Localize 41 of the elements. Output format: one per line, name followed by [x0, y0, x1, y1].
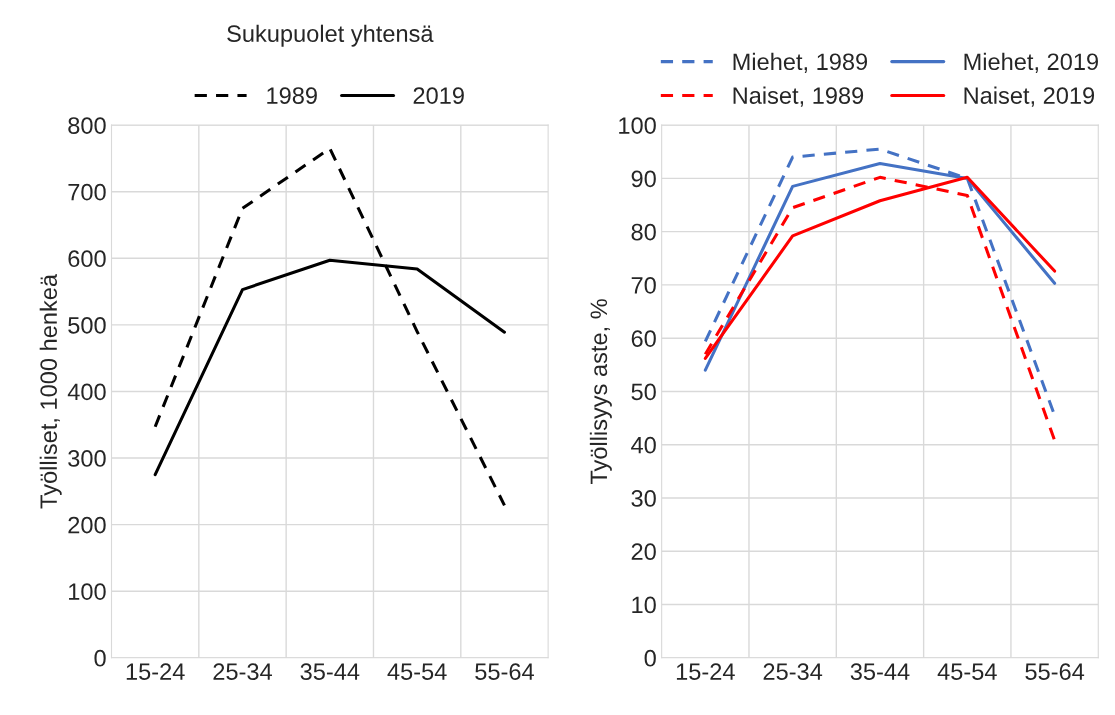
y-tick-label: 100: [69, 583, 106, 600]
x-tick-label: 55-64: [475, 663, 534, 680]
y-tick-label: 100: [619, 117, 656, 134]
y-tick-label: 80: [631, 223, 656, 241]
y-tick-label: 20: [631, 543, 656, 561]
chart-title: Sukupuolet yhtensä: [227, 24, 434, 47]
legend-label: 1989: [267, 87, 317, 104]
legend-label: 2019: [413, 87, 464, 104]
y-tick-label: 60: [631, 330, 656, 347]
y-tick-label: 30: [631, 490, 656, 507]
y-tick-label: 70: [631, 277, 656, 294]
legend-label: Naiset, 2019: [964, 86, 1095, 107]
x-tick-label: 15-24: [676, 663, 735, 680]
x-tick-label: 45-54: [387, 663, 447, 680]
legend-label: Naiset, 1989: [733, 86, 864, 107]
legend-label: Miehet, 1989: [733, 52, 868, 73]
x-tick-label: 35-44: [300, 663, 360, 680]
line-series: [153, 146, 506, 507]
y-tick-label: 400: [67, 383, 106, 401]
y-tick-label: 0: [644, 649, 656, 667]
x-tick-label: 35-44: [850, 663, 910, 680]
y-tick-label: 700: [68, 183, 106, 201]
y-axis-title: Työlliset, 1000 henkeä: [39, 273, 62, 509]
x-tick-label: 25-34: [213, 663, 272, 680]
y-tick-label: 800: [68, 117, 106, 134]
y-tick-label: 40: [631, 436, 656, 454]
y-tick-label: 90: [631, 170, 656, 188]
x-tick-label: 55-64: [1025, 663, 1085, 680]
x-tick-label: 25-34: [763, 663, 823, 680]
x-tick-label: 45-54: [937, 663, 997, 680]
y-tick-label: 50: [631, 383, 656, 401]
y-tick-label: 500: [68, 316, 106, 334]
y-axis-title: Työllisyys aste, %: [589, 299, 612, 485]
line-series: [703, 175, 1057, 442]
x-tick-label: 15-24: [126, 663, 185, 680]
y-tick-label: 200: [68, 516, 106, 534]
y-tick-label: 0: [94, 649, 106, 667]
y-tick-label: 600: [68, 250, 106, 268]
y-tick-label: 10: [632, 596, 656, 614]
y-tick-label: 300: [68, 450, 106, 467]
legend-label: Miehet, 2019: [964, 52, 1098, 73]
